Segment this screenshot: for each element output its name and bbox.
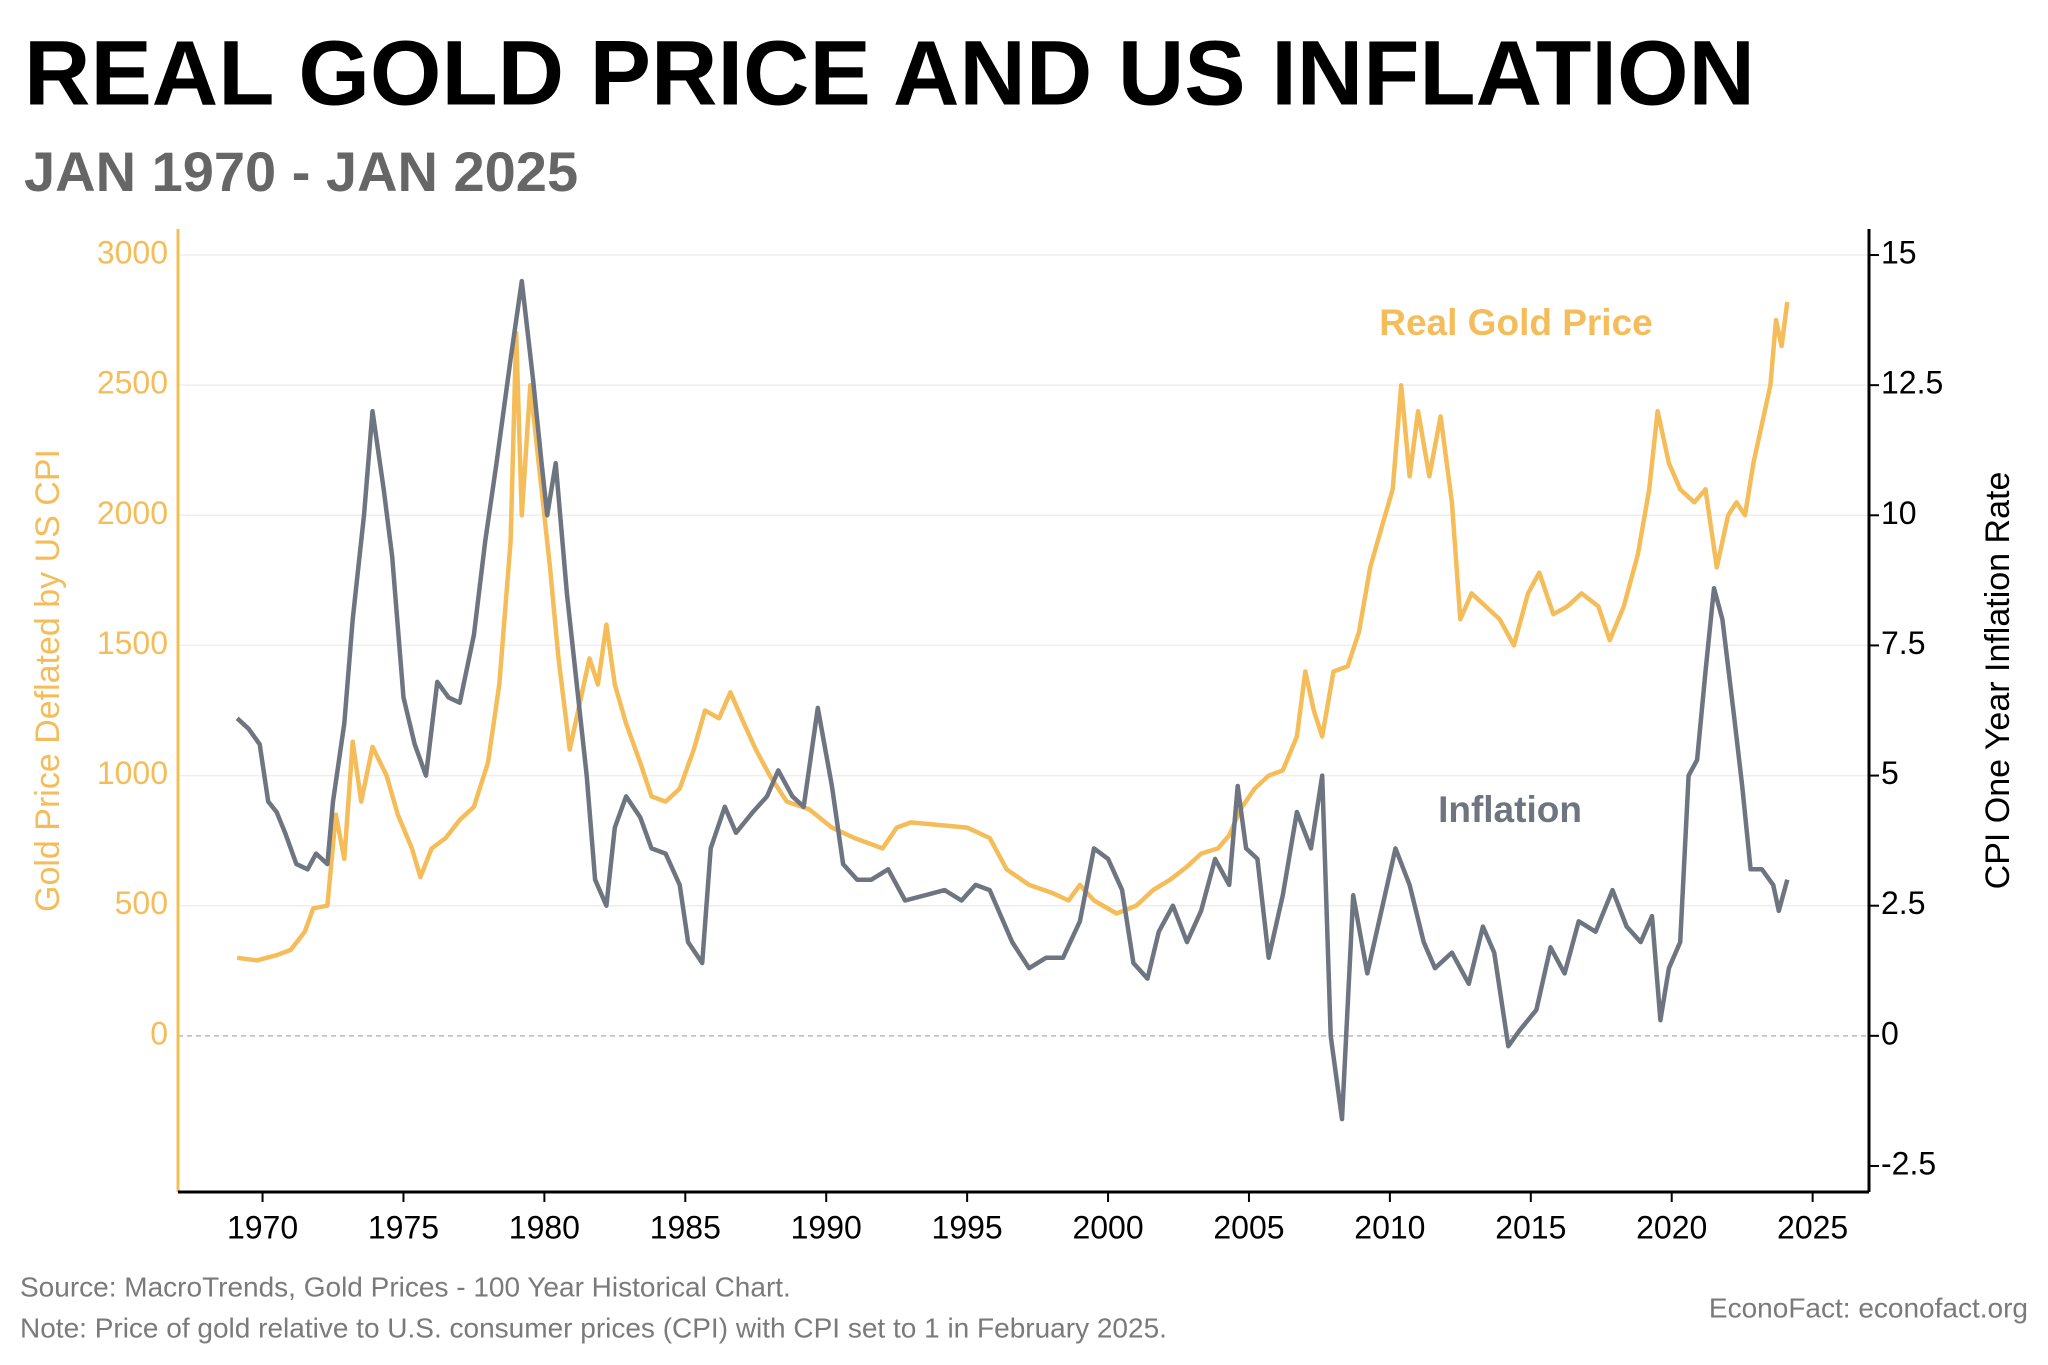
- chart-subtitle: JAN 1970 - JAN 2025: [24, 140, 578, 203]
- y2-tick-label: -2.5: [1881, 1145, 1936, 1181]
- x-tick-label: 2005: [1213, 1209, 1284, 1245]
- x-tick-label: 1995: [932, 1209, 1003, 1245]
- y-tick-label: 500: [115, 885, 168, 921]
- x-tick-label: 1990: [791, 1209, 862, 1245]
- y2-tick-label: 5: [1881, 755, 1899, 791]
- x-tick-label: 1970: [227, 1209, 298, 1245]
- y2-tick-label: 0: [1881, 1015, 1899, 1051]
- credit: EconoFact: econofact.org: [1709, 1292, 2028, 1323]
- y2-tick-label: 10: [1881, 495, 1917, 531]
- y-tick-label: 3000: [97, 234, 168, 270]
- y2-axis-label: CPI One Year Inflation Rate: [1979, 472, 2017, 890]
- source-note: Source: MacroTrends, Gold Prices - 100 Y…: [20, 1271, 791, 1302]
- x-tick-label: 1980: [509, 1209, 580, 1245]
- legend-label: Real Gold Price: [1379, 302, 1653, 343]
- y-tick-label: 0: [150, 1015, 168, 1051]
- x-tick-label: 2025: [1777, 1209, 1848, 1245]
- plot-area: 0 500 1000 1500 2000 2500 3000 -2.5 0 2.5 5 7.5 10 12…: [29, 229, 2017, 1245]
- series-line: [236, 301, 1790, 963]
- x-tick-label: 2010: [1354, 1209, 1425, 1245]
- y-tick-label: 2000: [97, 495, 168, 531]
- y2-tick-label: 15: [1881, 234, 1917, 270]
- y2-tick-label: 2.5: [1881, 885, 1925, 921]
- y2-tick-label: 12.5: [1881, 365, 1943, 401]
- y-axis-label: Gold Price Deflated by US CPI: [29, 449, 67, 912]
- x-tick-label: 2015: [1495, 1209, 1566, 1245]
- chart-title: REAL GOLD PRICE AND US INFLATION: [24, 22, 1755, 124]
- y-tick-label: 1500: [97, 625, 168, 661]
- x-tick-label: 1985: [650, 1209, 721, 1245]
- series-line: [235, 278, 1790, 1122]
- x-tick-label: 1975: [368, 1209, 439, 1245]
- y-tick-label: 2500: [97, 365, 168, 401]
- y2-tick-label: 7.5: [1881, 625, 1925, 661]
- x-tick-label: 2020: [1636, 1209, 1707, 1245]
- note: Note: Price of gold relative to U.S. con…: [20, 1312, 1167, 1343]
- x-tick-label: 2000: [1072, 1209, 1143, 1245]
- legend-label: Inflation: [1438, 789, 1582, 830]
- y-tick-label: 1000: [97, 755, 168, 791]
